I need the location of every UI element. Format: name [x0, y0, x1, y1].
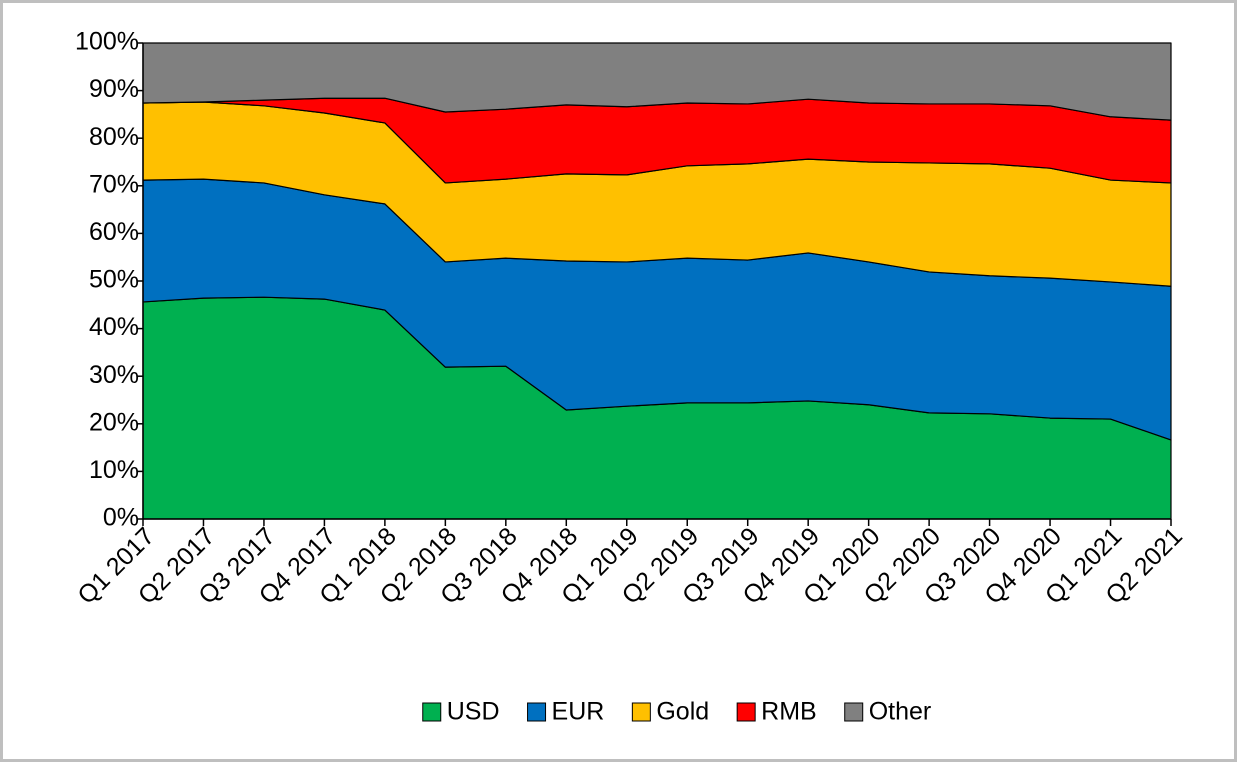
legend-label: RMB [761, 698, 817, 726]
legend-swatch [422, 702, 442, 722]
legend-label: Other [869, 698, 932, 726]
legend-swatch [736, 702, 756, 722]
legend-label: Gold [656, 698, 709, 726]
y-tick-label: 90% [89, 75, 139, 103]
legend-label: EUR [552, 698, 605, 726]
y-tick-label: 20% [89, 408, 139, 436]
y-tick-label: 100% [75, 28, 139, 56]
legend: USD EUR Gold RMB Other [422, 698, 932, 726]
y-tick-label: 0% [103, 504, 139, 532]
legend-swatch [844, 702, 864, 722]
y-tick-label: 40% [89, 313, 139, 341]
legend-swatch [527, 702, 547, 722]
legend-swatch [631, 702, 651, 722]
y-tick-label: 10% [89, 456, 139, 484]
legend-label: USD [447, 698, 500, 726]
y-tick-label: 50% [89, 266, 139, 294]
area [142, 42, 1172, 121]
y-tick-label: 80% [89, 123, 139, 151]
y-tick-label: 60% [89, 218, 139, 246]
y-tick-label: 30% [89, 361, 139, 389]
y-tick-label: 70% [89, 170, 139, 198]
